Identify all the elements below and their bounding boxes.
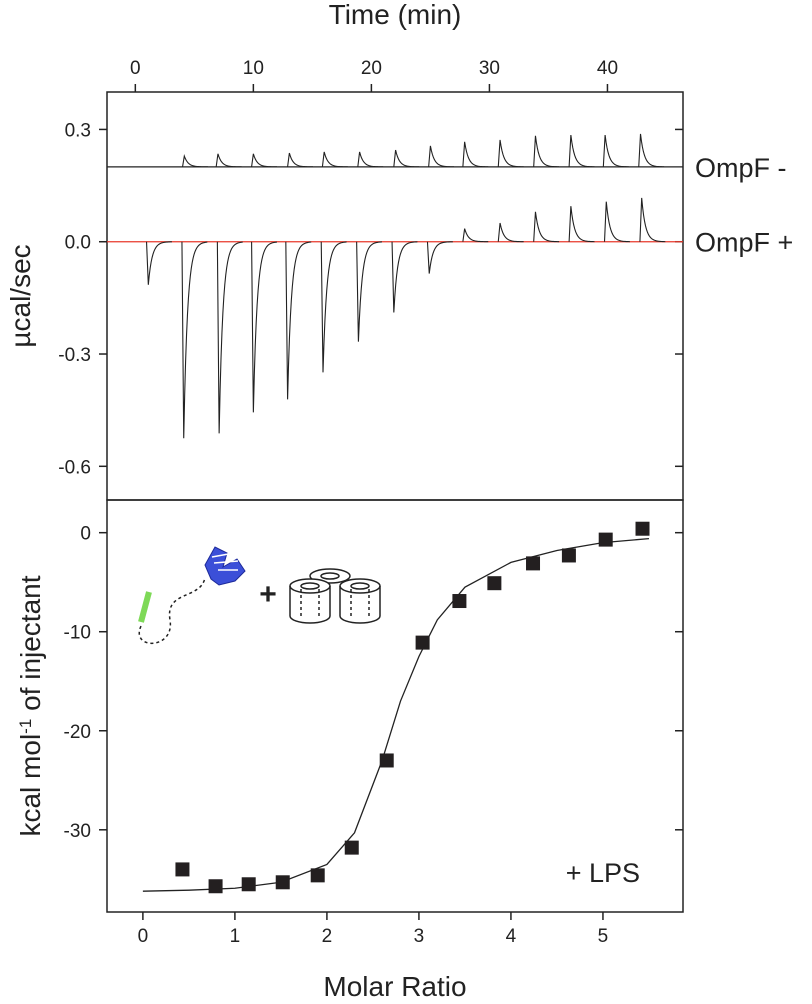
injection-peak <box>181 153 208 168</box>
injection-peak <box>215 153 242 168</box>
injection-peak <box>638 133 665 168</box>
injection-peak <box>391 241 418 313</box>
data-point <box>208 879 223 894</box>
injection-peak <box>356 241 383 342</box>
x-axis-title: Time (min) <box>329 0 462 30</box>
y-axis-title: kcal mol-1 of injectant <box>15 575 46 836</box>
injection-peak <box>321 151 348 168</box>
x-tick-label: 10 <box>243 58 264 79</box>
injection-peak <box>603 201 630 243</box>
injection-peak <box>181 241 208 439</box>
injection-peak <box>287 152 313 168</box>
injection-peak <box>320 241 347 373</box>
data-point <box>275 875 290 890</box>
injection-peak <box>533 135 560 168</box>
data-point <box>241 877 256 892</box>
injection-peak <box>497 139 524 168</box>
injection-peak <box>462 228 489 243</box>
data-point <box>526 556 541 571</box>
icon: + <box>138 546 381 645</box>
x-tick-label: 1 <box>230 926 241 947</box>
fit-line <box>142 537 650 892</box>
data-point <box>635 521 650 536</box>
y-tick-label: 0 <box>80 524 91 545</box>
plot-frame <box>106 499 684 913</box>
x-tick-label: 4 <box>506 926 517 947</box>
y-tick-label: -10 <box>64 623 91 644</box>
y-axis-title-part: -1 <box>16 719 35 734</box>
y-tick-label: -0.3 <box>58 345 91 366</box>
injection-peak <box>216 241 243 434</box>
data-point <box>310 868 325 883</box>
injection-peak <box>568 206 595 243</box>
y-tick-label: -0.6 <box>58 457 91 478</box>
svg-text:+: + <box>259 578 277 611</box>
x-tick-label: 3 <box>414 926 425 947</box>
data-point <box>379 753 394 768</box>
legend-label: OmpF + <box>695 228 793 258</box>
injection-peak <box>639 197 666 243</box>
injection-peak <box>145 241 172 285</box>
data-point <box>487 576 502 591</box>
y-tick-label: -30 <box>64 821 91 842</box>
injection-peak <box>393 149 420 168</box>
injection-peak <box>462 141 489 168</box>
annotation: + LPS <box>566 858 640 888</box>
injection-peak <box>497 222 524 243</box>
x-axis-title: Molar Ratio <box>323 971 466 1002</box>
data-point <box>344 840 359 855</box>
injection-peak <box>568 134 595 168</box>
injection-peak <box>533 211 560 243</box>
y-axis-title-part: of injectant <box>15 575 46 718</box>
y-tick-label: -20 <box>64 722 91 743</box>
data-point <box>452 594 467 609</box>
injection-peak <box>251 241 278 413</box>
injection-peak <box>251 153 277 168</box>
x-tick-label: 40 <box>597 58 618 79</box>
data-point <box>561 548 576 563</box>
data-point <box>175 862 190 877</box>
injection-peak <box>602 134 629 168</box>
x-tick-label: 5 <box>598 926 609 947</box>
y-axis-title: µcal/sec <box>5 244 36 347</box>
x-tick-label: 30 <box>479 58 500 79</box>
legend-label: OmpF - <box>695 153 787 183</box>
y-tick-label: 0.3 <box>65 120 91 141</box>
injection-peak <box>285 241 312 400</box>
data-point <box>598 532 613 547</box>
x-tick-label: 20 <box>361 58 382 79</box>
data-point <box>415 635 430 650</box>
x-tick-label: 0 <box>130 58 141 79</box>
y-tick-label: 0.0 <box>65 233 91 254</box>
x-tick-label: 2 <box>322 926 333 947</box>
x-tick-label: 0 <box>138 926 149 947</box>
injection-peak <box>428 145 455 168</box>
y-axis-title-part: kcal mol <box>15 734 46 837</box>
injection-peak <box>426 241 453 274</box>
injection-peak <box>357 151 384 168</box>
